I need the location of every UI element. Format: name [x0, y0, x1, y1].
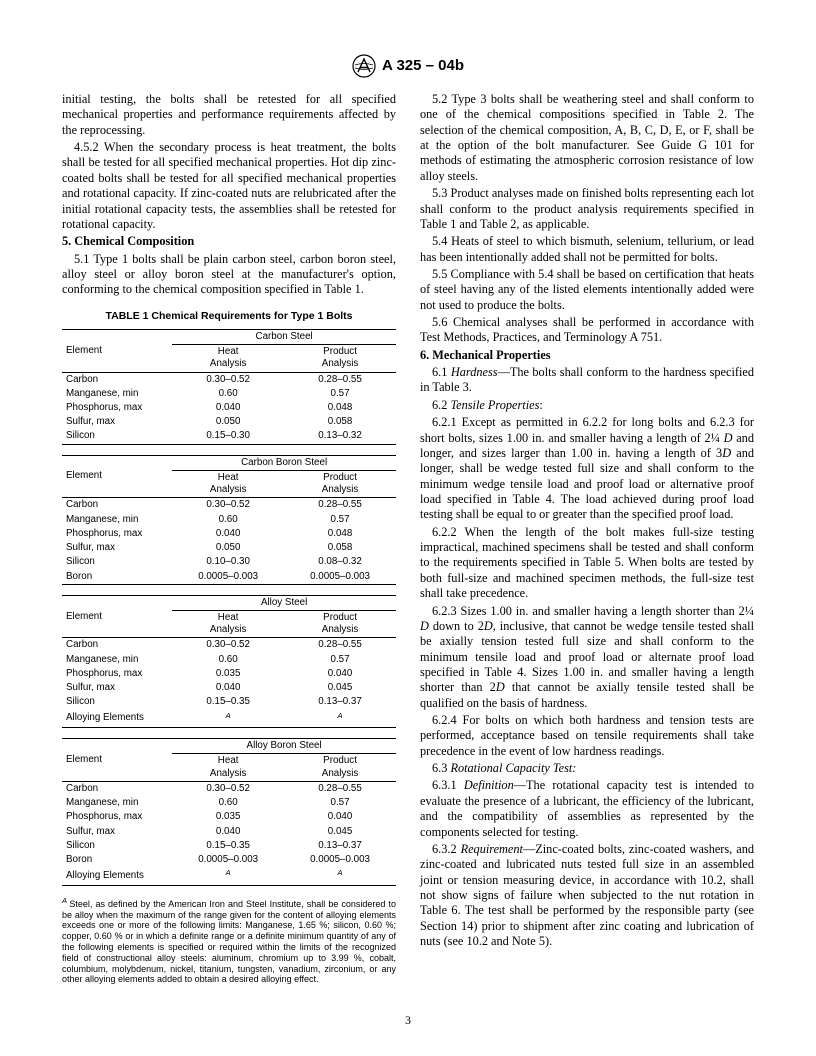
para-6-2-3: 6.2.3 Sizes 1.00 in. and smaller having … — [420, 604, 754, 712]
designation: A 325 – 04b — [382, 57, 464, 76]
para-6-2-1: 6.2.1 Except as permitted in 6.2.2 for l… — [420, 415, 754, 523]
table-row: ElementAlloy Boron SteelHeatAnalysisProd… — [62, 738, 396, 886]
para-5-6: 5.6 Chemical analyses shall be performed… — [420, 315, 754, 346]
para-6-3: 6.3 Rotational Capacity Test: — [420, 761, 754, 776]
table-row: ElementCarbon Boron SteelHeatAnalysisPro… — [62, 455, 396, 585]
para-5-5: 5.5 Compliance with 5.4 shall be based o… — [420, 267, 754, 313]
page-header: A 325 – 04b — [62, 54, 754, 78]
table-1-title: TABLE 1 Chemical Requirements for Type 1… — [62, 310, 396, 323]
table-1-body: ElementCarbon SteelHeatAnalysisProductAn… — [62, 329, 396, 886]
para-6-1: 6.1 Hardness—The bolts shall conform to … — [420, 365, 754, 396]
para-6-3-2: 6.3.2 Requirement—Zinc-coated bolts, zin… — [420, 842, 754, 950]
para-6-2: 6.2 Tensile Properties: — [420, 398, 754, 413]
two-column-body: initial testing, the bolts shall be rete… — [62, 92, 754, 1002]
section-6-heading: 6. Mechanical Properties — [420, 348, 754, 363]
page-number: 3 — [0, 1013, 816, 1028]
table-1-footnote: A Steel, as defined by the American Iron… — [62, 896, 396, 985]
table-row: ElementAlloy SteelHeatAnalysisProductAna… — [62, 595, 396, 728]
para-5-4: 5.4 Heats of steel to which bismuth, sel… — [420, 234, 754, 265]
para-6-2-4: 6.2.4 For bolts on which both hardness a… — [420, 713, 754, 759]
para-initial: initial testing, the bolts shall be rete… — [62, 92, 396, 138]
section-5-heading: 5. Chemical Composition — [62, 234, 396, 249]
table-row: ElementCarbon SteelHeatAnalysisProductAn… — [62, 329, 396, 445]
document-page: A 325 – 04b initial testing, the bolts s… — [62, 54, 754, 1002]
para-5-3: 5.3 Product analyses made on finished bo… — [420, 186, 754, 232]
para-6-3-1: 6.3.1 Definition—The rotational capacity… — [420, 778, 754, 839]
para-5-1: 5.1 Type 1 bolts shall be plain carbon s… — [62, 252, 396, 298]
para-5-2: 5.2 Type 3 bolts shall be weathering ste… — [420, 92, 754, 184]
astm-logo-icon — [352, 54, 376, 78]
para-6-2-2: 6.2.2 When the length of the bolt makes … — [420, 525, 754, 602]
para-4-5-2: 4.5.2 When the secondary process is heat… — [62, 140, 396, 232]
